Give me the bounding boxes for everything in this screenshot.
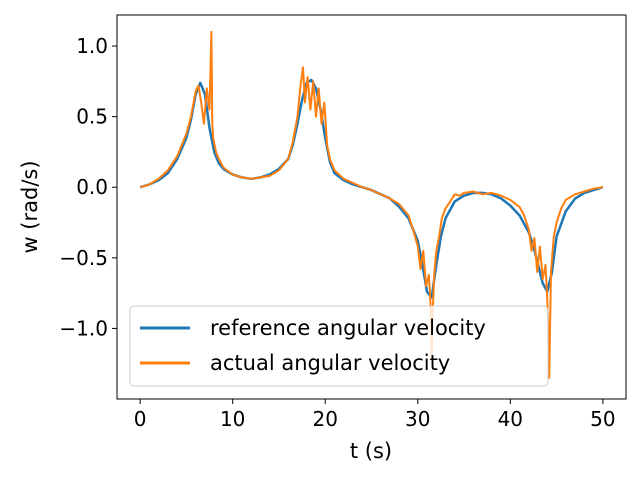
legend-label-actual: actual angular velocity (210, 351, 450, 375)
x-tick-label: 10 (220, 407, 245, 431)
x-axis-label: t (s) (350, 439, 392, 463)
y-axis-ticks: 1.0 0.5 0.0 −0.5 −1.0 (59, 34, 117, 340)
y-tick-label: 0.5 (76, 105, 108, 129)
x-tick-label: 20 (313, 407, 338, 431)
series-line-actual (139, 30, 604, 379)
x-tick-label: 30 (405, 407, 430, 431)
x-tick-label: 40 (498, 407, 523, 431)
y-axis-label: w (rad/s) (18, 160, 42, 253)
legend-box (129, 305, 549, 387)
x-axis-ticks: 0 10 20 30 40 50 (134, 399, 616, 431)
series-layer (139, 30, 604, 379)
y-tick-label: 0.0 (76, 175, 108, 199)
legend: reference angular velocity actual angula… (129, 305, 549, 387)
x-tick-label: 0 (134, 407, 147, 431)
y-tick-label: 1.0 (76, 34, 108, 58)
legend-label-reference: reference angular velocity (210, 316, 486, 340)
y-tick-label: −1.0 (59, 316, 108, 340)
y-tick-label: −0.5 (59, 246, 108, 270)
x-tick-label: 50 (590, 407, 615, 431)
